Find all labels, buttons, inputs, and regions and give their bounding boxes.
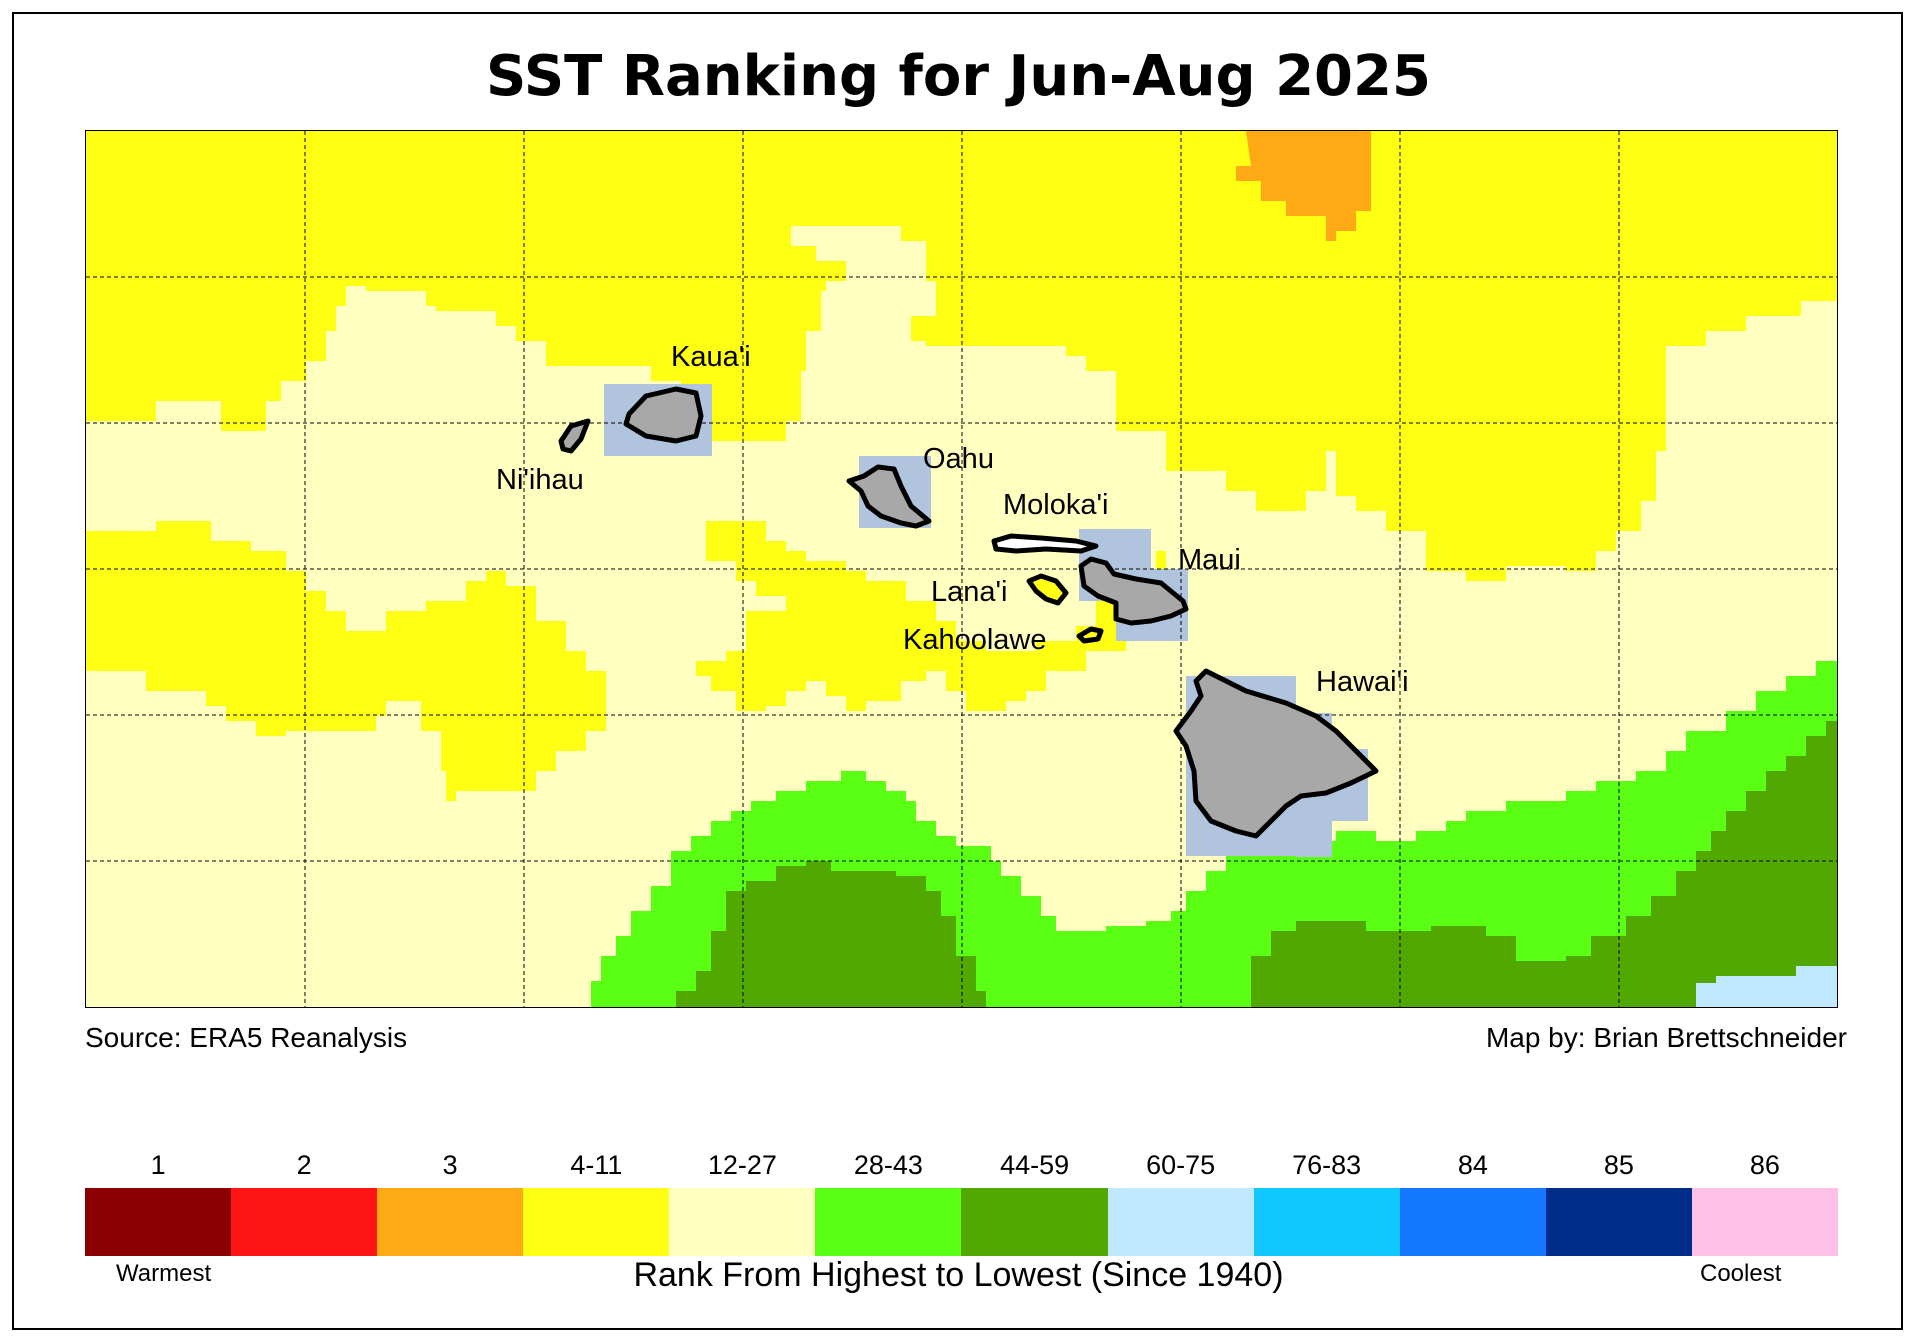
sst-map: Kaua'i Ni'ihau Oahu Moloka'i Maui Lana'i… <box>85 130 1838 1008</box>
legend-bin-label: 28-43 <box>853 1150 923 1180</box>
label-maui: Maui <box>1178 544 1241 576</box>
sst-region-44-59-east <box>1251 721 1837 1007</box>
island-hawaii <box>1173 668 1379 839</box>
label-hawaii: Hawai'i <box>1316 666 1409 698</box>
legend-swatch <box>85 1188 232 1256</box>
sst-region-3 <box>1236 131 1371 241</box>
legend-bin-label: 85 <box>1603 1150 1634 1180</box>
legend-bin-label: 4-11 <box>570 1150 623 1180</box>
sst-region-4-11-west <box>86 521 606 801</box>
island-molokai <box>991 533 1099 554</box>
legend-swatch <box>815 1188 962 1256</box>
figure-frame <box>12 12 1903 1330</box>
legend-coolest-label: Coolest <box>1700 1260 1782 1287</box>
legend-bin-label: 86 <box>1749 1150 1780 1180</box>
island-kahoolawe <box>1076 626 1104 644</box>
legend-bin-labels: 1 2 3 4-11 12-27 28-43 44-59 60-75 76-83… <box>85 1150 1838 1184</box>
legend-bin-label: 2 <box>296 1150 312 1180</box>
islands <box>558 386 1379 839</box>
legend-swatch <box>961 1188 1108 1256</box>
label-oahu: Oahu <box>923 443 994 475</box>
legend-warmest-label: Warmest <box>116 1260 212 1287</box>
legend-swatch <box>231 1188 378 1256</box>
island-kauai <box>623 386 704 444</box>
legend-bin-label: 3 <box>442 1150 458 1180</box>
legend-bin-label: 76-83 <box>1292 1150 1362 1180</box>
legend-colorbar <box>85 1188 1838 1256</box>
legend-swatch <box>1691 1188 1838 1256</box>
map-canvas: Kaua'i Ni'ihau Oahu Moloka'i Maui Lana'i… <box>86 131 1837 1007</box>
credit-note: Map by: Brian Brettschneider <box>1485 1022 1847 1053</box>
legend-swatch <box>669 1188 816 1256</box>
island-maui <box>1078 556 1189 626</box>
sst-region-4-11-central <box>696 521 1166 711</box>
legend-bin-label: 60-75 <box>1146 1150 1216 1180</box>
legend-swatch <box>1107 1188 1254 1256</box>
legend-bin-label: 1 <box>150 1150 166 1180</box>
sst-region-60-75 <box>1696 966 1837 1007</box>
map-title: SST Ranking for Jun-Aug 2025 <box>486 44 1431 109</box>
island-niihau <box>558 418 591 454</box>
label-niihau: Ni'ihau <box>496 464 584 496</box>
legend-swatch <box>1399 1188 1546 1256</box>
island-oahu <box>846 464 932 529</box>
sst-region-44-59-center <box>676 861 986 1007</box>
legend-bin-label: 12-27 <box>707 1150 777 1180</box>
label-molokai: Moloka'i <box>1003 489 1108 521</box>
label-kauai: Kaua'i <box>671 341 751 373</box>
legend-swatch <box>1545 1188 1692 1256</box>
legend-bin-label: 44-59 <box>1000 1150 1070 1180</box>
island-lanai <box>1026 573 1069 606</box>
graticule <box>86 131 1837 1007</box>
legend-swatch <box>523 1188 670 1256</box>
legend-title: Rank From Highest to Lowest (Since 1940) <box>633 1256 1284 1294</box>
legend-swatch <box>377 1188 524 1256</box>
source-note: Source: ERA5 Reanalysis <box>85 1022 408 1053</box>
legend-bin-label: 84 <box>1457 1150 1488 1180</box>
label-kahoolawe: Kahoolawe <box>903 624 1047 656</box>
legend-swatch <box>1253 1188 1400 1256</box>
label-lanai: Lana'i <box>931 576 1008 608</box>
